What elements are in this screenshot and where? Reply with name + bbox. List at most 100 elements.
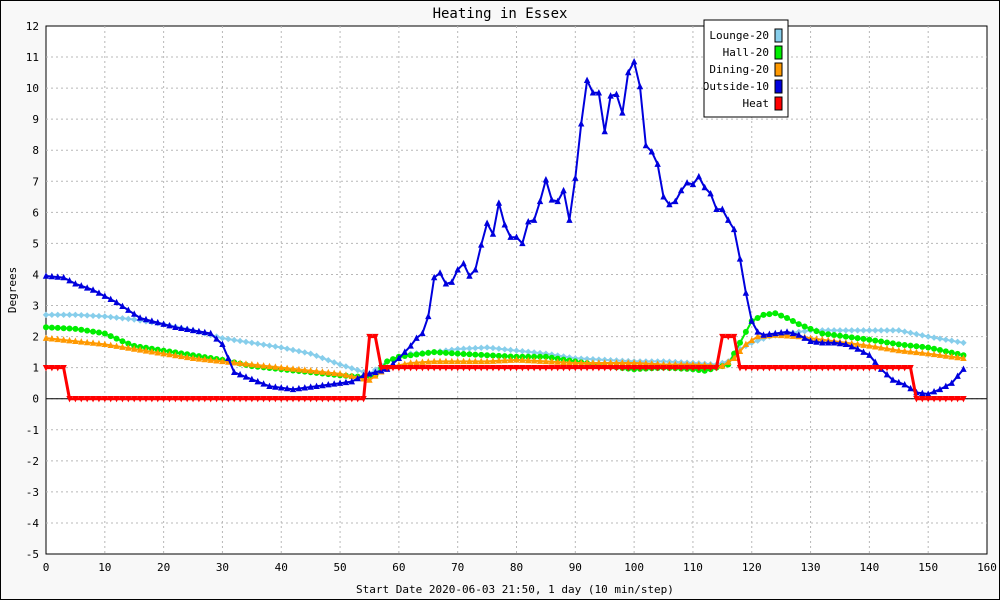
data-point-heat (730, 333, 738, 341)
data-point-heat (72, 396, 79, 403)
data-point-heat (542, 364, 550, 372)
data-point-heat (625, 364, 632, 372)
data-point-dining-20 (319, 368, 326, 375)
data-point-outside-10 (236, 370, 244, 378)
data-point-hall-20 (907, 342, 914, 349)
data-point-outside-10 (525, 217, 532, 225)
data-point-heat (195, 396, 203, 403)
y-tick-label: -5 (26, 548, 39, 561)
data-point-outside-10 (613, 90, 620, 98)
data-point-lounge-20 (272, 343, 279, 350)
data-point-dining-20 (342, 371, 350, 378)
data-point-dining-20 (372, 372, 379, 379)
data-point-heat (760, 364, 767, 372)
data-point-outside-10 (89, 286, 97, 293)
data-point-outside-10 (407, 342, 414, 349)
data-point-dining-20 (42, 334, 50, 341)
data-point-dining-20 (289, 365, 297, 372)
data-point-lounge-20 (489, 344, 497, 352)
data-point-heat (813, 364, 820, 372)
data-point-outside-10 (454, 266, 461, 273)
data-point-dining-20 (236, 359, 244, 366)
y-tick-label: 11 (26, 51, 39, 64)
data-point-dining-20 (125, 344, 132, 351)
data-point-hall-20 (389, 356, 396, 363)
data-point-outside-10 (919, 389, 926, 396)
data-point-outside-10 (660, 193, 667, 200)
y-tick-label: 7 (32, 175, 39, 188)
data-point-dining-20 (201, 355, 208, 363)
data-point-hall-20 (754, 314, 761, 321)
data-point-outside-10 (777, 329, 785, 336)
x-tick-label: 100 (624, 561, 644, 574)
data-point-heat (530, 364, 538, 372)
y-tick-label: 6 (32, 206, 39, 219)
data-point-outside-10 (930, 388, 938, 395)
data-point-dining-20 (89, 339, 97, 346)
legend-label-hall-20: Hall-20 (723, 46, 769, 59)
data-point-hall-20 (537, 353, 544, 360)
data-point-outside-10 (483, 219, 491, 226)
data-point-heat (601, 364, 608, 372)
data-point-hall-20 (901, 341, 908, 348)
data-point-hall-20 (454, 350, 461, 357)
data-point-heat (442, 364, 450, 372)
data-point-outside-10 (260, 380, 267, 387)
data-point-dining-20 (530, 357, 538, 364)
data-point-outside-10 (160, 320, 167, 327)
data-point-outside-10 (172, 323, 179, 330)
data-point-heat (566, 364, 573, 372)
data-point-hall-20 (95, 329, 102, 336)
data-point-outside-10 (566, 216, 573, 223)
x-tick-label: 40 (275, 561, 288, 574)
x-tick-label: 140 (859, 561, 879, 574)
data-point-heat (860, 364, 867, 372)
data-point-outside-10 (48, 272, 56, 280)
legend-label-outside-10: Outside-10 (703, 80, 769, 93)
data-point-dining-20 (307, 367, 314, 374)
data-point-outside-10 (589, 89, 597, 96)
data-point-dining-20 (936, 351, 944, 358)
data-point-hall-20 (531, 353, 538, 360)
data-point-heat (330, 396, 338, 403)
data-point-lounge-20 (960, 339, 967, 346)
data-point-hall-20 (43, 324, 49, 331)
data-point-dining-20 (131, 345, 138, 352)
data-point-lounge-20 (289, 346, 297, 354)
x-tick-label: 20 (157, 561, 170, 574)
data-point-hall-20 (501, 353, 508, 360)
data-point-lounge-20 (936, 335, 944, 342)
data-point-heat (248, 396, 256, 403)
data-point-lounge-20 (877, 327, 885, 334)
data-point-dining-20 (283, 364, 291, 371)
data-point-outside-10 (413, 334, 420, 341)
data-point-heat (178, 396, 185, 403)
data-point-lounge-20 (895, 327, 902, 334)
data-point-dining-20 (301, 366, 308, 373)
data-point-outside-10 (689, 180, 697, 188)
data-point-lounge-20 (495, 345, 503, 352)
data-point-outside-10 (395, 354, 403, 362)
data-point-outside-10 (207, 329, 214, 337)
data-point-outside-10 (577, 120, 585, 127)
data-point-heat (695, 364, 703, 372)
data-point-heat (289, 396, 297, 403)
data-point-hall-20 (784, 314, 791, 321)
data-point-dining-20 (866, 342, 873, 349)
data-point-outside-10 (354, 374, 361, 382)
data-point-outside-10 (507, 233, 514, 240)
data-point-outside-10 (154, 318, 161, 326)
data-point-lounge-20 (354, 366, 361, 374)
data-point-outside-10 (819, 339, 826, 346)
data-point-outside-10 (725, 216, 732, 223)
data-point-hall-20 (125, 340, 132, 347)
data-point-dining-20 (625, 359, 632, 366)
data-point-dining-20 (166, 350, 173, 358)
data-point-hall-20 (72, 325, 79, 332)
data-point-lounge-20 (825, 327, 832, 334)
data-point-outside-10 (854, 345, 861, 352)
data-point-outside-10 (595, 89, 603, 96)
data-point-outside-10 (519, 239, 526, 247)
data-point-outside-10 (242, 373, 250, 380)
